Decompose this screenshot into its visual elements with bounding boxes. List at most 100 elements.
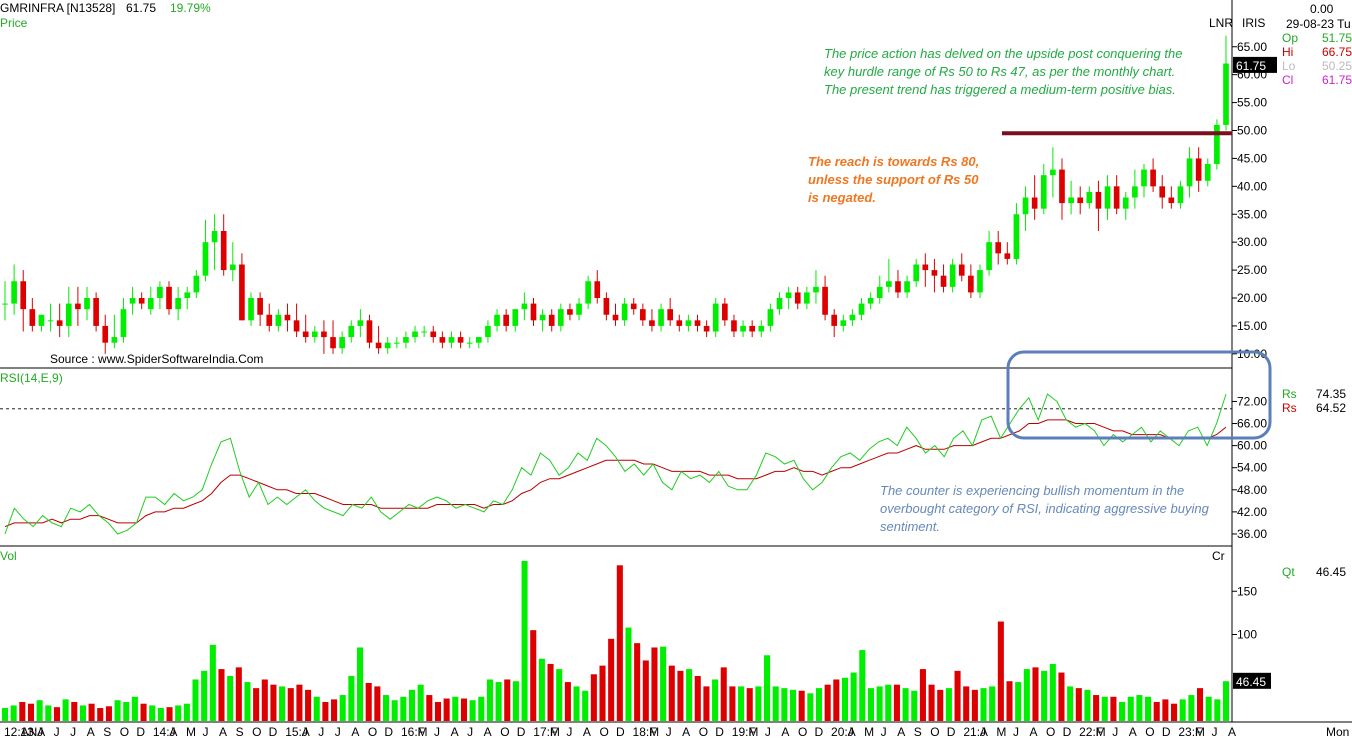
candle-body	[466, 342, 473, 344]
candle-body	[175, 298, 181, 310]
volume-bar	[1101, 696, 1108, 721]
candle-body	[357, 320, 364, 326]
x-axis-label: A	[897, 725, 905, 739]
candle-body	[804, 292, 810, 304]
candle-body	[731, 320, 737, 332]
candle-body	[157, 286, 163, 298]
x-axis-label: D	[1063, 725, 1072, 739]
x-axis-label: J	[1013, 725, 1019, 739]
volume-bar	[253, 688, 260, 721]
candle-body	[1177, 186, 1184, 204]
volume-bar	[642, 660, 649, 721]
candle-body	[293, 320, 300, 332]
rsi-tick-label: 42.00	[1237, 505, 1267, 519]
rsi-tick-label: 72.00	[1237, 394, 1267, 408]
x-axis-label: A	[1030, 725, 1038, 739]
x-axis-label: A	[219, 725, 227, 739]
volume-bar	[1127, 696, 1134, 721]
candle-body	[785, 292, 792, 298]
x-axis-label: D	[269, 725, 278, 739]
volume-bar	[1145, 696, 1152, 721]
candle-body	[56, 320, 63, 326]
volume-bar	[166, 707, 173, 721]
volume-bar	[807, 693, 814, 721]
rsi-line	[4, 393, 1227, 535]
x-axis-label: J	[202, 725, 208, 739]
volume-bar	[53, 707, 60, 721]
x-axis-label: A	[980, 725, 988, 739]
volume-bar	[590, 674, 597, 721]
volume-bar	[989, 686, 996, 721]
price-axis: 65.0060.0055.0050.0045.0040.0035.0030.00…	[1232, 40, 1267, 361]
volume-bar	[175, 705, 182, 721]
candle-body	[330, 337, 336, 349]
candle-body	[1159, 186, 1166, 198]
volume-bar	[1023, 669, 1030, 721]
candle-body	[257, 298, 263, 315]
x-axis-label: 21:J	[963, 725, 986, 739]
x-axis-label: M	[649, 725, 659, 739]
x-axis-label: O	[599, 725, 608, 739]
volume-bar	[738, 686, 745, 721]
candle-body	[640, 309, 646, 321]
volume-bar	[815, 688, 823, 721]
candle-body	[1150, 169, 1156, 187]
x-axis-label: A	[302, 725, 310, 739]
volume-bar	[521, 560, 528, 721]
candle-body	[239, 264, 245, 321]
candle-body	[712, 303, 719, 332]
candle-body	[558, 309, 564, 326]
volume-bar	[434, 701, 442, 721]
volume-bar	[374, 686, 381, 721]
candle-body	[667, 309, 673, 321]
blue-annotation: The counter is experiencing bullish mome…	[880, 483, 1209, 534]
volume-bar	[634, 643, 641, 721]
volume-bar	[547, 663, 554, 721]
candle-body	[321, 331, 327, 338]
candle-body	[503, 314, 509, 326]
x-axis-label: D	[715, 725, 724, 739]
candle-body	[1050, 169, 1056, 176]
volume-bar	[893, 684, 900, 721]
orange-annotation: The reach is towards Rs 80, unless the s…	[808, 154, 980, 205]
volume-bar	[772, 686, 779, 721]
volume-bar	[426, 695, 433, 721]
x-axis-label: J	[54, 725, 60, 739]
x-axis-label: 17:F	[533, 725, 557, 739]
candle-body	[776, 298, 783, 310]
volume-bar	[1153, 701, 1160, 721]
volume-bar	[1041, 670, 1048, 721]
x-axis-label: S	[914, 725, 922, 739]
candle-body	[940, 275, 947, 287]
lnr-label: LNR	[1209, 16, 1234, 30]
x-axis-label: 13:J	[21, 725, 44, 739]
x-axis-label: J	[70, 725, 76, 739]
volume-bar	[971, 689, 978, 721]
volume-bar	[313, 696, 320, 721]
candle-body	[184, 292, 191, 298]
candle-body	[1141, 169, 1147, 187]
price-tick-label: 55.00	[1237, 96, 1267, 110]
candle-body	[594, 281, 601, 298]
x-axis-label: D	[616, 725, 625, 739]
x-axis-label: J	[666, 725, 672, 739]
volume-bar	[322, 701, 329, 721]
rs-label-1: Rs	[1282, 387, 1297, 401]
candle-body	[1040, 175, 1047, 209]
rsi-lines	[4, 393, 1227, 535]
volume-bar	[625, 627, 632, 721]
volume-bar	[19, 701, 26, 721]
candle-body	[38, 314, 45, 326]
x-axis-label: D	[814, 725, 823, 739]
volume-bar	[244, 682, 251, 721]
candle-body	[75, 303, 81, 310]
candle-body	[229, 264, 236, 271]
price-tick-label: 50.00	[1237, 124, 1267, 138]
candle-body	[494, 314, 500, 326]
candle-body	[621, 303, 628, 321]
volume-bar	[1, 708, 9, 721]
candle-body	[931, 270, 938, 276]
x-axis-label: J	[335, 725, 341, 739]
x-axis-label: O	[699, 725, 708, 739]
